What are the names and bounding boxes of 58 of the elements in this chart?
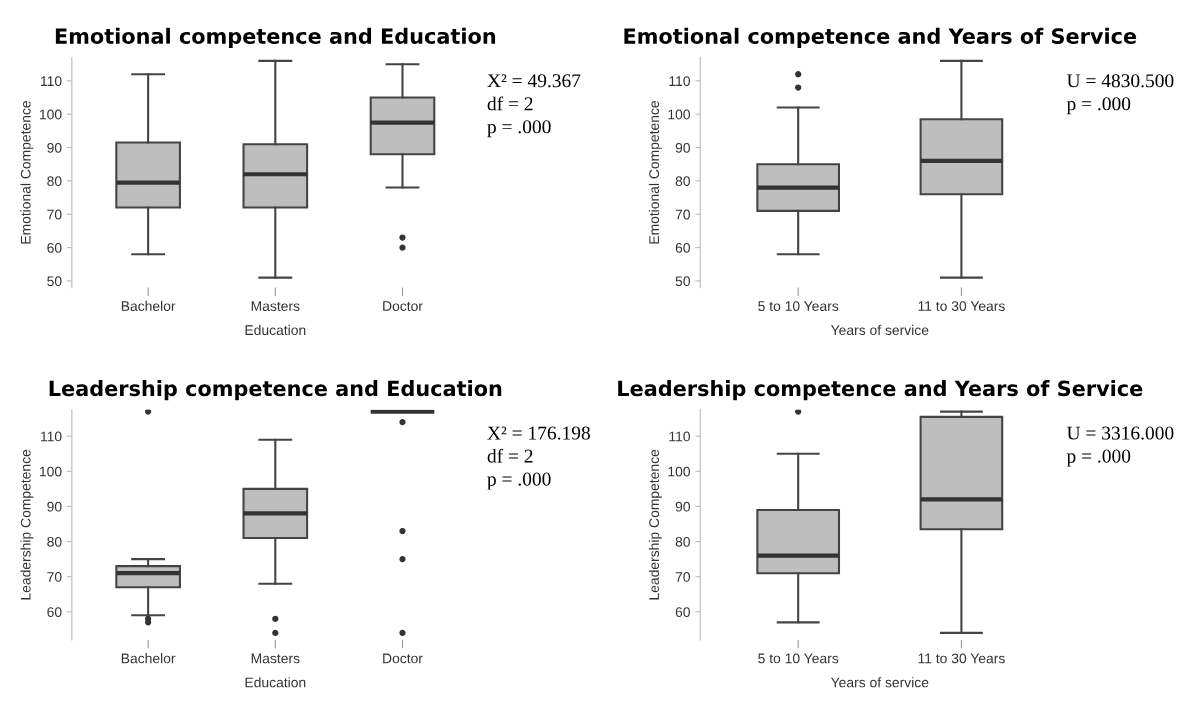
text: df = 2 (487, 96, 533, 111)
x-tick-label: 5 to 10 Years (758, 653, 839, 664)
text: p = .000 (1066, 97, 1131, 115)
text: p = .000 (487, 120, 551, 138)
y-tick-label: 90 (47, 501, 62, 512)
x-axis-title: Education (245, 324, 306, 336)
y-tick-label: 70 (675, 572, 690, 582)
text: U = 3316.000 (1066, 426, 1174, 440)
y-tick-label: 80 (675, 536, 690, 547)
y-tick-label: 110 (669, 431, 690, 442)
y-axis-title: Emotional Competence (648, 100, 662, 244)
x-tick-label: Bachelor (121, 300, 176, 311)
text: X² = 176.198 (487, 426, 590, 440)
y-tick-label: 90 (675, 501, 690, 512)
y-tick-label: 60 (47, 242, 62, 253)
y-axis-title: Leadership Competence (648, 449, 662, 600)
x-tick-label: 11 to 30 Years (918, 301, 1005, 311)
x-tick-label: Bachelor (121, 653, 176, 664)
x-tick-label: 11 to 30 Years (918, 653, 1005, 664)
y-tick-label: 110 (41, 76, 62, 87)
y-tick-label: 50 (675, 276, 690, 287)
x-tick-label: Doctor (383, 653, 423, 664)
y-tick-label: 70 (675, 209, 690, 220)
y-tick-label: 90 (47, 142, 62, 153)
y-axis-title: Leadership Competence (20, 449, 34, 600)
y-tick-label: 70 (47, 209, 62, 220)
text: p = .000 (1066, 449, 1131, 467)
y-tick-label: 50 (47, 276, 62, 287)
chart-title: Leadership competence and Years of Service (618, 380, 1143, 401)
y-tick-label: 80 (675, 176, 690, 187)
text: X² = 49.367 (487, 74, 581, 88)
y-tick-label: 60 (675, 242, 690, 253)
text: U = 4830.500 (1066, 74, 1174, 88)
y-tick-label: 100 (668, 109, 690, 120)
y-tick-label: 70 (47, 572, 62, 582)
chart-title: Leadership competence and Education (49, 380, 502, 401)
y-tick-label: 100 (668, 466, 690, 477)
y-tick-label: 60 (47, 607, 62, 617)
y-tick-label: 60 (675, 607, 690, 617)
y-tick-label: 80 (47, 536, 62, 547)
text: p = .000 (487, 472, 551, 490)
x-axis-title: Education (245, 677, 306, 688)
y-axis-title: Emotional Competence (20, 100, 34, 244)
y-tick-label: 100 (39, 466, 62, 477)
y-tick-label: 80 (47, 176, 62, 187)
x-axis-title: Years of service (830, 324, 929, 336)
x-axis-title: Years of service (830, 677, 929, 688)
chart-title: Emotional competence and Education (55, 27, 496, 48)
chart-title: Emotional competence and Years of Service (624, 27, 1137, 48)
x-tick-label: Masters (251, 301, 300, 311)
y-tick-label: 100 (39, 109, 62, 120)
text: df = 2 (487, 448, 533, 463)
x-tick-label: Doctor (383, 301, 423, 311)
x-tick-label: Masters (251, 653, 300, 664)
y-tick-label: 110 (41, 431, 62, 442)
y-tick-label: 110 (669, 76, 690, 87)
y-tick-label: 90 (675, 142, 690, 153)
x-tick-label: 5 to 10 Years (758, 301, 839, 311)
